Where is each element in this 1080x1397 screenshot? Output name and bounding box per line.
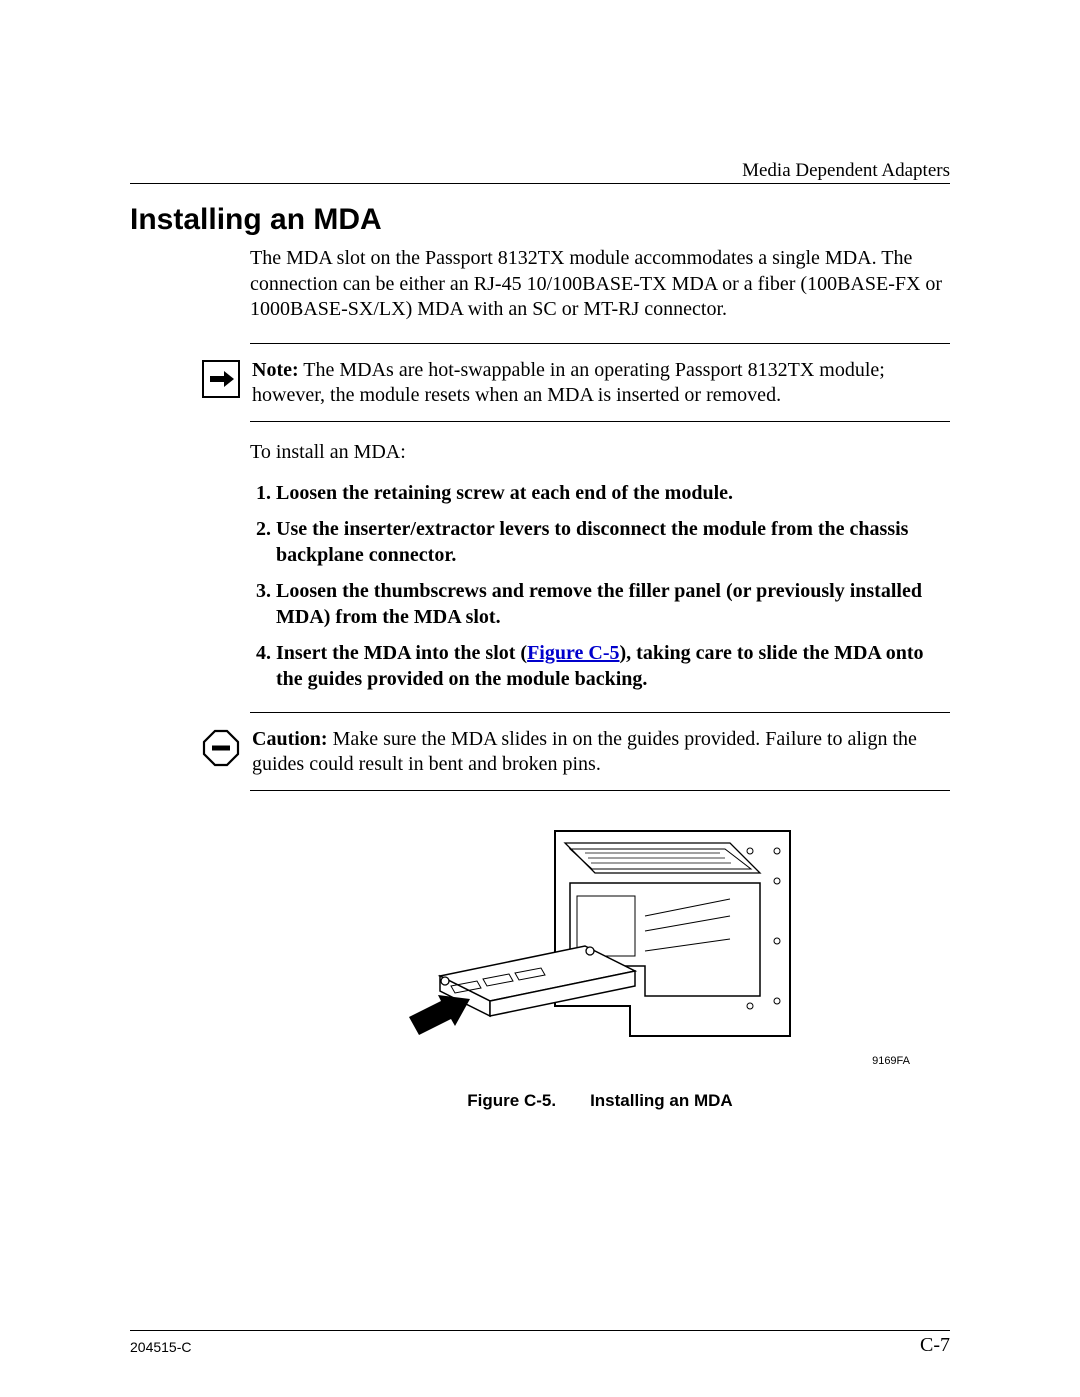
figure-c5: 9169FA Figure C-5. Installing an MDA xyxy=(250,821,950,1112)
steps-list: Loosen the retaining screw at each end o… xyxy=(250,480,950,692)
footer-rule xyxy=(130,1330,950,1331)
mda-install-diagram xyxy=(385,821,815,1051)
caution-stop-icon xyxy=(202,729,240,775)
lead-text: To install an MDA: xyxy=(250,440,950,466)
footer-page-number: C-7 xyxy=(920,1334,950,1357)
note-body: The MDAs are hot-swappable in an operati… xyxy=(252,359,885,407)
divider xyxy=(250,343,950,344)
divider xyxy=(250,790,950,791)
step-2: Use the inserter/extractor levers to dis… xyxy=(276,516,950,568)
figure-caption-number: Figure C-5. xyxy=(467,1091,556,1110)
divider xyxy=(250,712,950,713)
figure-caption-title: Installing an MDA xyxy=(590,1091,733,1110)
figure-id: 9169FA xyxy=(250,1054,950,1068)
note-text: Note: The MDAs are hot-swappable in an o… xyxy=(252,358,950,409)
step-1: Loosen the retaining screw at each end o… xyxy=(276,480,950,506)
divider xyxy=(250,421,950,422)
figure-link[interactable]: Figure C-5 xyxy=(527,642,619,664)
caution-body: Make sure the MDA slides in on the guide… xyxy=(252,728,917,776)
header-section: Media Dependent Adapters xyxy=(742,160,950,182)
caution-text: Caution: Make sure the MDA slides in on … xyxy=(252,727,950,778)
caution-callout: Caution: Make sure the MDA slides in on … xyxy=(250,727,950,778)
note-label: Note: xyxy=(252,359,299,381)
figure-caption: Figure C-5. Installing an MDA xyxy=(250,1090,950,1112)
caution-label: Caution: xyxy=(252,728,328,750)
note-arrow-icon xyxy=(202,360,240,406)
header-rule xyxy=(130,183,950,184)
step-4-pre: Insert the MDA into the slot ( xyxy=(276,642,527,664)
page-heading: Installing an MDA xyxy=(130,203,382,237)
intro-paragraph: The MDA slot on the Passport 8132TX modu… xyxy=(250,246,950,323)
footer-doc-number: 204515-C xyxy=(130,1339,192,1355)
step-4: Insert the MDA into the slot (Figure C-5… xyxy=(276,640,950,692)
step-3: Loosen the thumbscrews and remove the fi… xyxy=(276,578,950,630)
note-callout: Note: The MDAs are hot-swappable in an o… xyxy=(250,358,950,409)
content-body: The MDA slot on the Passport 8132TX modu… xyxy=(250,246,950,1112)
